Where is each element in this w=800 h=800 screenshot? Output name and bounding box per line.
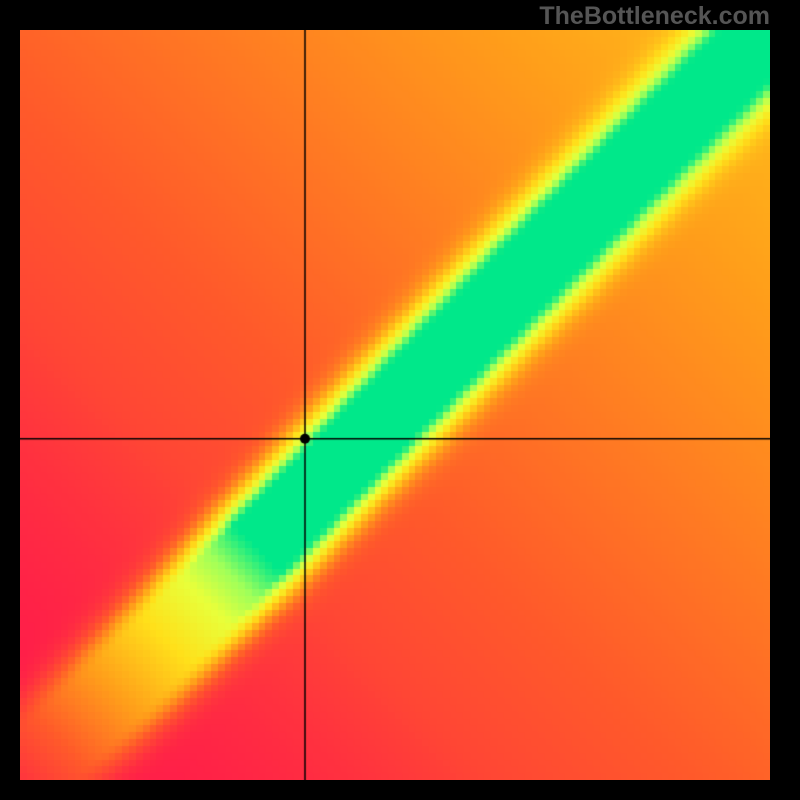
bottleneck-heatmap: [20, 30, 770, 780]
chart-container: TheBottleneck.com: [0, 0, 800, 800]
watermark-text: TheBottleneck.com: [539, 2, 770, 31]
